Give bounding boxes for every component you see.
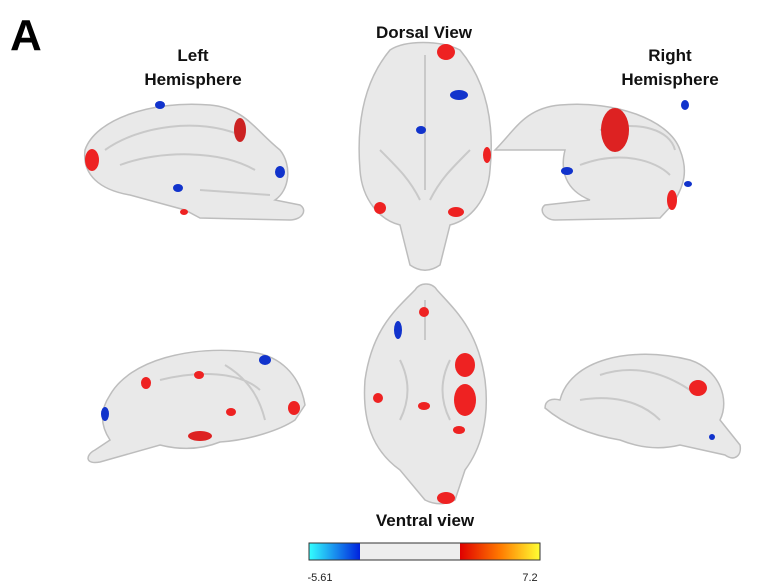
view-label: Hemisphere <box>621 70 718 89</box>
brain-render <box>363 283 488 505</box>
brain-render <box>358 41 492 271</box>
brain-render <box>84 101 305 221</box>
view-label: Ventral view <box>376 511 475 530</box>
brain-render <box>544 353 742 459</box>
colorbar-label: -5.61 <box>307 572 332 584</box>
brain-render <box>493 100 692 221</box>
colorbar <box>308 542 541 561</box>
view-label: Right <box>648 46 692 65</box>
view-label: Left <box>177 46 209 65</box>
colorbar-label: 7.2 <box>522 572 537 584</box>
panel-label: A <box>10 11 42 60</box>
brain-render <box>87 349 306 464</box>
view-label: Dorsal View <box>376 23 473 42</box>
view-label: Hemisphere <box>144 70 241 89</box>
